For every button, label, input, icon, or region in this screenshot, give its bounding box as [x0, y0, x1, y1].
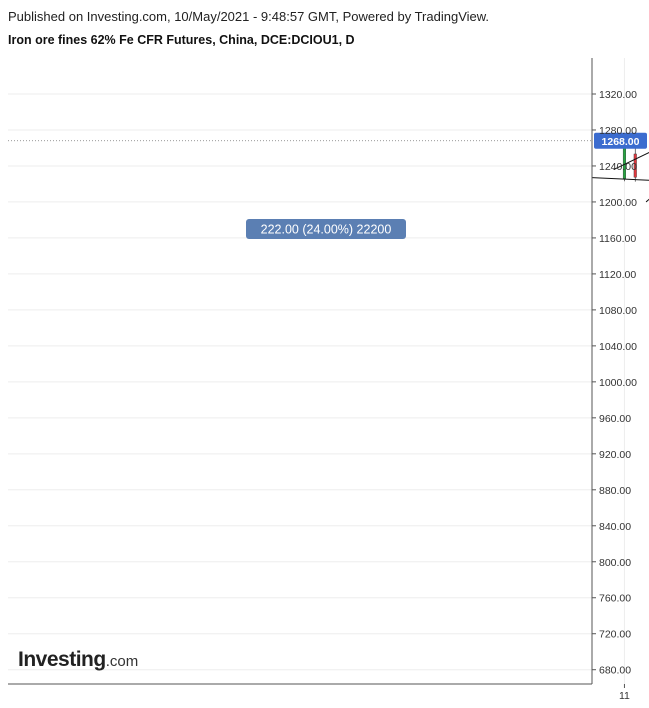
axes: 1320.00 1280.00 1240.00 1200.00 1160.00 1120.… [8, 58, 637, 702]
y-tick-label: 1000.00 [599, 377, 637, 389]
candle [633, 145, 637, 182]
y-tick-label: 960.00 [599, 413, 631, 425]
y-tick-label: 920.00 [599, 449, 631, 461]
y-tick-label: 1200.00 [599, 197, 637, 209]
published-line: Published on Investing.com, 10/May/2021 … [8, 9, 490, 24]
y-tick-label: 840.00 [599, 521, 631, 533]
grid-lines [8, 58, 625, 684]
y-tick-label: 800.00 [599, 557, 631, 569]
x-tick-label: 11 [619, 690, 630, 702]
last-price-badge [594, 132, 647, 149]
chart-title: Iron ore fines 62% Fe CFR Futures, China… [8, 33, 355, 47]
logo-suffix: .com [105, 653, 139, 670]
y-tick-label: 1040.00 [599, 341, 637, 353]
y-tick-label: 1160.00 [599, 233, 636, 245]
y-tick-label: 1240.00 [599, 161, 637, 173]
flag-line [613, 151, 649, 171]
logo-main: Investing [18, 648, 106, 671]
y-tick-label: 880.00 [599, 485, 631, 497]
candles [622, 138, 637, 182]
y-tick-label: 1120.00 [599, 269, 636, 281]
y-tick-label: 680.00 [599, 665, 631, 677]
measure-label-box [246, 219, 406, 239]
y-tick-label: 1320.00 [599, 89, 637, 101]
investing-logo: Investing.com [18, 648, 138, 672]
y-tick-label: 1080.00 [599, 305, 637, 317]
last-price-label: 1268.00 [602, 136, 640, 148]
y-tick-label: 1280.00 [599, 125, 637, 137]
candle-body [633, 153, 637, 178]
y-tick-label: 760.00 [599, 593, 631, 605]
y-tick-label: 720.00 [599, 629, 631, 641]
measure-label-text: 222.00 (24.00%) 22200 [261, 223, 392, 237]
